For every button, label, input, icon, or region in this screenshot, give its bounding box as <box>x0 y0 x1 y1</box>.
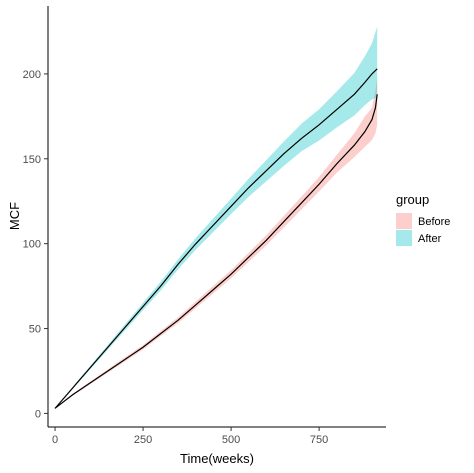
y-tick-label: 0 <box>35 408 41 420</box>
x-tick-label: 250 <box>134 434 152 446</box>
legend-key-after <box>396 230 412 246</box>
line-after <box>54 68 378 409</box>
y-tick-label: 50 <box>29 324 41 336</box>
x-tick-label: 0 <box>52 434 58 446</box>
legend-key-before <box>396 213 412 229</box>
x-tick-label: 500 <box>222 434 240 446</box>
confidence-bands <box>55 26 378 409</box>
x-tick-label: 750 <box>310 434 328 446</box>
line-before <box>54 94 378 409</box>
y-tick-label: 100 <box>23 239 41 251</box>
legend-label-before: Before <box>418 216 450 228</box>
mcf-lines <box>54 68 378 409</box>
y-tick-label: 150 <box>23 154 41 166</box>
y-axis-ticks: 0 50 100 150 200 <box>23 69 48 420</box>
y-tick-label: 200 <box>23 69 41 81</box>
x-axis-ticks: 0 250 500 750 <box>52 427 328 446</box>
y-axis-title: MCF <box>7 202 22 230</box>
band-after <box>55 26 378 409</box>
x-axis-title: Time(weeks) <box>180 451 254 466</box>
legend-title: group <box>396 192 429 207</box>
legend-label-after: After <box>418 233 442 245</box>
legend: group Before After <box>396 192 450 246</box>
